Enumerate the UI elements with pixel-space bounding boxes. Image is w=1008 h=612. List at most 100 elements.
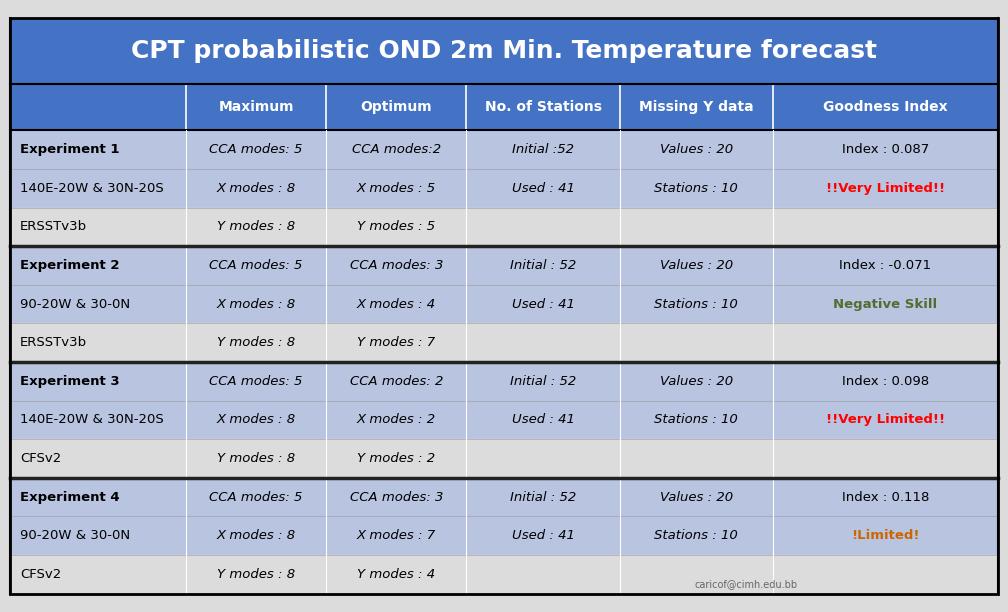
Text: Stations : 10: Stations : 10 — [654, 182, 738, 195]
Bar — [327, 517, 467, 555]
Text: Y modes : 2: Y modes : 2 — [357, 452, 435, 465]
Bar — [773, 401, 998, 439]
Text: X modes : 5: X modes : 5 — [357, 182, 435, 195]
Text: 90-20W & 30-0N: 90-20W & 30-0N — [20, 297, 130, 310]
Text: Stations : 10: Stations : 10 — [654, 297, 738, 310]
Bar — [185, 246, 327, 285]
Bar — [620, 169, 773, 207]
Bar — [620, 130, 773, 169]
Bar — [10, 169, 185, 207]
Text: Index : 0.118: Index : 0.118 — [842, 491, 929, 504]
Text: Initial : 52: Initial : 52 — [510, 491, 577, 504]
Text: Goodness Index: Goodness Index — [823, 100, 948, 114]
Bar — [620, 323, 773, 362]
Text: Index : 0.098: Index : 0.098 — [842, 375, 928, 388]
Text: Used : 41: Used : 41 — [512, 297, 575, 310]
Bar — [773, 130, 998, 169]
Text: !!Very Limited!!: !!Very Limited!! — [826, 182, 944, 195]
Bar — [467, 362, 620, 401]
Bar — [620, 555, 773, 594]
Text: 90-20W & 30-0N: 90-20W & 30-0N — [20, 529, 130, 542]
Bar — [327, 84, 467, 130]
Bar — [773, 246, 998, 285]
Text: Maximum: Maximum — [219, 100, 293, 114]
Bar — [773, 555, 998, 594]
Bar — [327, 478, 467, 517]
Bar — [327, 130, 467, 169]
Text: Used : 41: Used : 41 — [512, 414, 575, 427]
Text: CCA modes: 5: CCA modes: 5 — [210, 259, 302, 272]
Bar — [467, 439, 620, 478]
Text: CCA modes: 3: CCA modes: 3 — [350, 491, 443, 504]
Bar — [10, 84, 185, 130]
Bar — [327, 401, 467, 439]
Bar — [185, 130, 327, 169]
Text: Y modes : 7: Y modes : 7 — [357, 336, 435, 349]
Text: Experiment 4: Experiment 4 — [20, 491, 120, 504]
Bar — [185, 401, 327, 439]
Text: CCA modes: 5: CCA modes: 5 — [210, 491, 302, 504]
Bar — [10, 517, 185, 555]
Bar — [467, 246, 620, 285]
Bar — [620, 246, 773, 285]
Text: Initial :52: Initial :52 — [512, 143, 574, 156]
Bar — [10, 18, 998, 84]
Text: CCA modes:2: CCA modes:2 — [352, 143, 440, 156]
Text: CFSv2: CFSv2 — [20, 568, 61, 581]
Text: 140E-20W & 30N-20S: 140E-20W & 30N-20S — [20, 414, 164, 427]
Bar — [327, 285, 467, 323]
Bar — [10, 478, 185, 517]
Bar — [773, 439, 998, 478]
Bar — [467, 285, 620, 323]
Text: CCA modes: 5: CCA modes: 5 — [210, 143, 302, 156]
Bar — [185, 84, 327, 130]
Bar — [10, 323, 185, 362]
Text: CPT probabilistic OND 2m Min. Temperature forecast: CPT probabilistic OND 2m Min. Temperatur… — [131, 39, 877, 64]
Text: CCA modes: 2: CCA modes: 2 — [350, 375, 443, 388]
Text: Missing Y data: Missing Y data — [639, 100, 753, 114]
Text: Y modes : 8: Y modes : 8 — [217, 220, 295, 233]
Text: CCA modes: 3: CCA modes: 3 — [350, 259, 443, 272]
Bar — [185, 323, 327, 362]
Text: Y modes : 8: Y modes : 8 — [217, 452, 295, 465]
Bar — [327, 246, 467, 285]
Text: Used : 41: Used : 41 — [512, 182, 575, 195]
Bar — [327, 169, 467, 207]
Text: Y modes : 8: Y modes : 8 — [217, 568, 295, 581]
Text: Y modes : 5: Y modes : 5 — [357, 220, 435, 233]
Bar — [620, 207, 773, 246]
Text: Experiment 1: Experiment 1 — [20, 143, 120, 156]
Text: X modes : 2: X modes : 2 — [357, 414, 435, 427]
Text: CFSv2: CFSv2 — [20, 452, 61, 465]
Bar — [773, 323, 998, 362]
Text: Index : -0.071: Index : -0.071 — [840, 259, 931, 272]
Bar — [773, 285, 998, 323]
Text: X modes : 8: X modes : 8 — [217, 414, 295, 427]
Bar — [10, 555, 185, 594]
Bar — [185, 478, 327, 517]
Bar — [467, 84, 620, 130]
Bar — [620, 439, 773, 478]
Text: Index : 0.087: Index : 0.087 — [842, 143, 929, 156]
Text: X modes : 7: X modes : 7 — [357, 529, 435, 542]
Bar — [327, 362, 467, 401]
Bar — [10, 130, 185, 169]
Bar — [185, 207, 327, 246]
Text: X modes : 8: X modes : 8 — [217, 297, 295, 310]
Bar — [467, 323, 620, 362]
Bar — [327, 555, 467, 594]
Bar — [773, 207, 998, 246]
Bar — [185, 517, 327, 555]
Bar — [185, 169, 327, 207]
Bar — [467, 207, 620, 246]
Bar — [467, 517, 620, 555]
Bar — [10, 285, 185, 323]
Text: Stations : 10: Stations : 10 — [654, 414, 738, 427]
Bar — [620, 362, 773, 401]
Text: X modes : 8: X modes : 8 — [217, 529, 295, 542]
Text: Values : 20: Values : 20 — [659, 375, 733, 388]
Text: Y modes : 4: Y modes : 4 — [357, 568, 435, 581]
Bar — [327, 439, 467, 478]
Bar — [620, 517, 773, 555]
Bar — [467, 130, 620, 169]
